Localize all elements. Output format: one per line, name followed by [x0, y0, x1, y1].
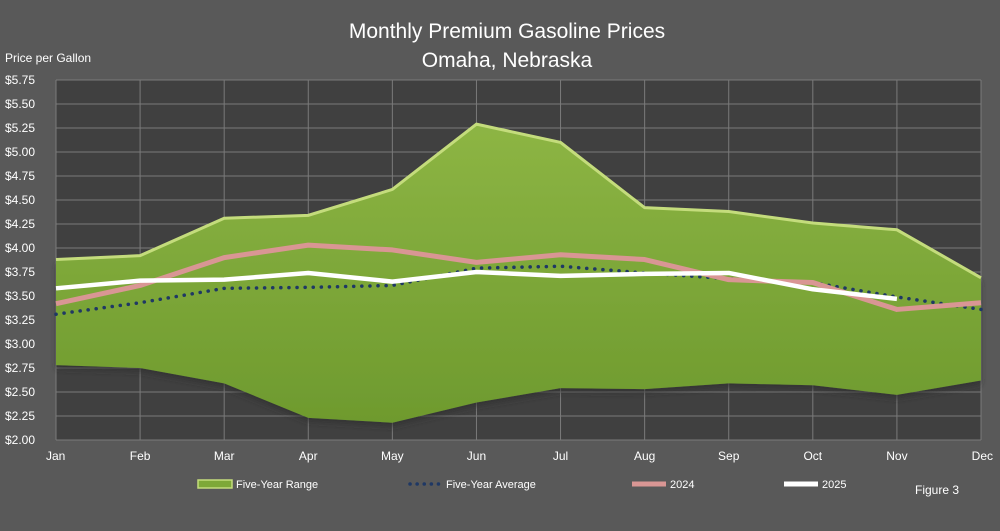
- x-tick-label: Nov: [886, 449, 907, 463]
- y-tick-label: $5.00: [5, 145, 35, 159]
- legend-item-five-year-average: Five-Year Average: [408, 479, 536, 491]
- five-year-range-high-edge: [55, 122, 982, 280]
- chart-title: Monthly Premium Gasoline Prices: [349, 20, 665, 43]
- x-tick-label: Sep: [718, 449, 740, 463]
- y-tick-label: $2.75: [5, 361, 35, 375]
- y-axis-label: Price per Gallon: [5, 51, 91, 65]
- y-tick-label: $4.00: [5, 241, 35, 255]
- x-tick-label: May: [381, 449, 404, 463]
- legend-label: Five-Year Range: [236, 479, 318, 491]
- x-axis: Jan Feb Mar Apr May Jun Jul Aug Sep Oct Nov Dec: [46, 449, 993, 463]
- legend: Five-Year Range Five-Year Average 2024 2025: [197, 479, 846, 491]
- y-tick-label: $4.25: [5, 217, 35, 231]
- series-line-2024: [55, 242, 982, 312]
- legend-swatch: [197, 479, 233, 489]
- y-tick-label: $3.00: [5, 337, 35, 351]
- x-tick-label: Mar: [214, 449, 235, 463]
- legend-item-2024: 2024: [632, 479, 694, 491]
- legend-item-five-year-range: Five-Year Range: [197, 479, 318, 491]
- y-tick-label: $4.50: [5, 193, 35, 207]
- x-tick-label: Aug: [634, 449, 655, 463]
- legend-label: 2025: [822, 479, 846, 491]
- chart-subtitle: Omaha, Nebraska: [422, 49, 593, 72]
- x-tick-label: Feb: [130, 449, 151, 463]
- series-line-2025: [55, 269, 898, 302]
- y-tick-label: $5.50: [5, 97, 35, 111]
- legend-label: Five-Year Average: [446, 479, 536, 491]
- y-tick-label: $2.25: [5, 409, 35, 423]
- y-tick-label: $3.25: [5, 313, 35, 327]
- x-tick-label: Jun: [467, 449, 486, 463]
- x-tick-label: Apr: [299, 449, 318, 463]
- figure-label: Figure 3: [915, 483, 959, 497]
- x-tick-label: Dec: [972, 449, 993, 463]
- y-tick-label: $3.50: [5, 289, 35, 303]
- x-tick-label: Jan: [46, 449, 65, 463]
- y-tick-label: $2.50: [5, 385, 35, 399]
- legend-item-2025: 2025: [784, 479, 846, 491]
- y-tick-label: $3.75: [5, 265, 35, 279]
- y-axis: $2.00 $2.25 $2.50 $2.75 $3.00 $3.25 $3.50 $3.75…: [5, 73, 35, 447]
- y-tick-label: $5.75: [5, 73, 35, 87]
- legend-label: 2024: [670, 479, 694, 491]
- y-tick-label: $4.75: [5, 169, 35, 183]
- y-tick-label: $2.00: [5, 433, 35, 447]
- x-tick-label: Oct: [803, 449, 822, 463]
- x-tick-label: Jul: [553, 449, 568, 463]
- y-tick-label: $5.25: [5, 121, 35, 135]
- series-layer: [54, 242, 983, 316]
